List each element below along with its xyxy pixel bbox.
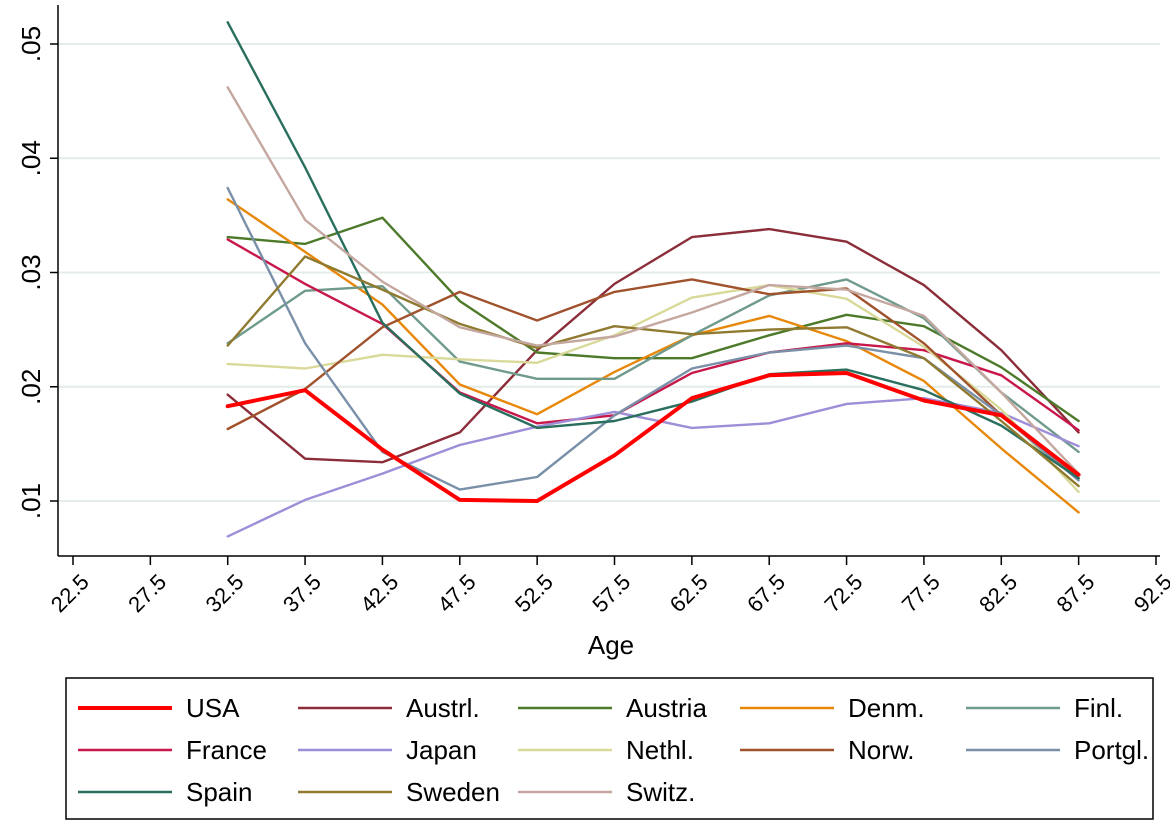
x-axis-label: Age [588, 630, 634, 660]
legend-label: Nethl. [626, 735, 694, 765]
x-tick-label: 72.5 [819, 569, 867, 617]
legend-label: Denm. [848, 693, 925, 723]
series-lines [225, 21, 1081, 538]
x-tick-label: 92.5 [1129, 569, 1170, 617]
legend-label: Austrl. [406, 693, 480, 723]
legend-label: France [186, 735, 267, 765]
y-tick-label: .05 [16, 26, 46, 62]
series-line-austria [226, 216, 1080, 423]
legend-label: Norw. [848, 735, 914, 765]
legend-label: Sweden [406, 777, 500, 807]
legend: USA Austrl. Austria Denm. Finl. France Japan Ne… [65, 677, 1154, 820]
legend-label: Switz. [626, 777, 695, 807]
x-tick-label: 77.5 [897, 569, 945, 617]
gridlines [58, 43, 1160, 502]
x-tick-label: 32.5 [201, 569, 249, 617]
x-tick-label: 47.5 [433, 569, 481, 617]
x-tick-label: 42.5 [355, 569, 403, 617]
series-line-norw [226, 278, 1080, 480]
x-tick-label: 62.5 [665, 569, 713, 617]
y-axis-ticks: .01 .02 .03 .04 .05 [16, 26, 58, 519]
x-tick-label: 27.5 [123, 569, 171, 617]
legend-label: USA [186, 693, 240, 723]
x-axis-ticks: 22.5 27.5 32.5 37.5 42.5 47.5 52.5 57.5 62.5 67.5… [46, 556, 1170, 617]
y-tick-label: .02 [16, 369, 46, 405]
series-line-switz [226, 86, 1080, 475]
x-tick-label: 52.5 [510, 569, 558, 617]
legend-label: Portgl. [1074, 735, 1149, 765]
x-tick-label: 67.5 [742, 569, 790, 617]
axes [57, 5, 1160, 557]
series-line-portgl [226, 186, 1080, 491]
legend-label: Spain [186, 777, 253, 807]
series-line-spain [226, 21, 1080, 480]
legend-label: Austria [626, 693, 707, 723]
x-tick-label: 57.5 [587, 569, 635, 617]
series-line-nethl [226, 283, 1080, 494]
y-tick-label: .01 [16, 483, 46, 519]
series-line-usa [225, 371, 1081, 503]
legend-label: Finl. [1074, 693, 1123, 723]
legend-label: Japan [406, 735, 477, 765]
y-tick-label: .03 [16, 254, 46, 290]
series-line-finl [226, 278, 1080, 454]
x-tick-label: 22.5 [46, 569, 94, 617]
series-line-japan [226, 397, 1080, 538]
y-tick-label: .04 [16, 140, 46, 176]
x-tick-label: 82.5 [974, 569, 1022, 617]
legend-box [65, 677, 1154, 820]
x-tick-label: 37.5 [278, 569, 326, 617]
series-line-sweden [226, 255, 1080, 488]
series-line-austrl [226, 227, 1080, 464]
x-tick-label: 87.5 [1052, 569, 1100, 617]
